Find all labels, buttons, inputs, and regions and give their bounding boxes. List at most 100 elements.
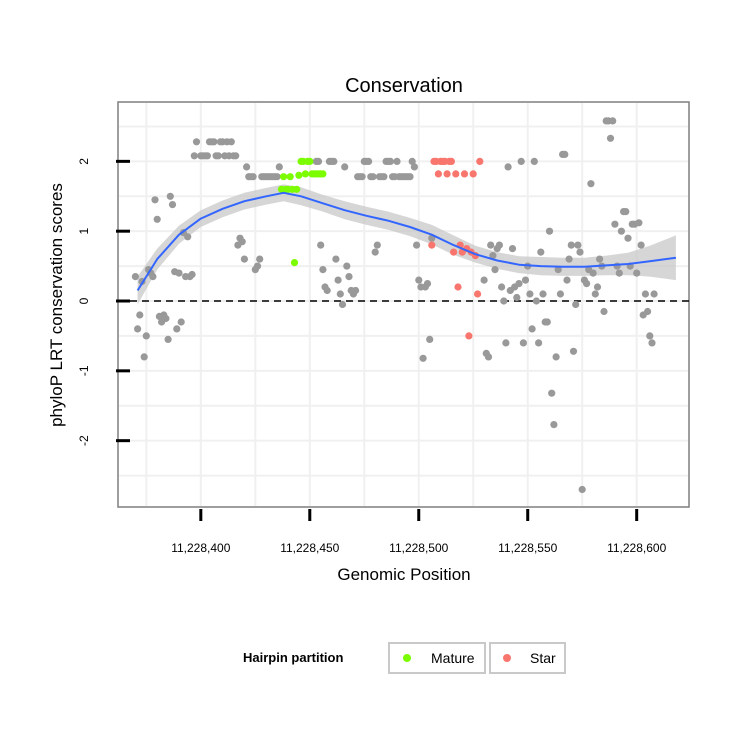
point-other-182 xyxy=(615,269,623,277)
point-other-81 xyxy=(345,273,353,281)
point-other-90 xyxy=(365,157,373,165)
point-other-139 xyxy=(521,276,530,284)
point-other-67 xyxy=(314,157,323,165)
y-tick-label-3: 1 xyxy=(77,228,91,235)
x-tick-label-0: 11,228,400 xyxy=(171,541,230,555)
point-other-160 xyxy=(567,241,575,249)
point-other-64 xyxy=(273,173,281,181)
point-other-77 xyxy=(336,290,344,298)
point-other-56 xyxy=(256,255,264,263)
point-other-152 xyxy=(550,421,558,429)
point-other-92 xyxy=(369,173,377,181)
point-mature-4 xyxy=(286,173,294,181)
point-other-122 xyxy=(484,353,493,361)
plot-panel xyxy=(117,101,690,508)
legend-star-label: Star xyxy=(530,650,556,666)
point-other-69 xyxy=(319,266,327,274)
y-tick-label-4: 2 xyxy=(77,158,91,165)
point-mature-8 xyxy=(295,171,303,179)
point-other-141 xyxy=(526,290,534,298)
point-other-28 xyxy=(192,138,201,146)
point-other-4 xyxy=(140,353,148,361)
point-other-79 xyxy=(341,163,349,171)
point-star-21 xyxy=(474,290,482,298)
point-other-171 xyxy=(591,290,599,298)
point-other-172 xyxy=(593,283,602,291)
point-other-75 xyxy=(332,255,340,263)
point-other-180 xyxy=(611,220,619,228)
x-tick-label-4: 11,228,600 xyxy=(607,541,666,555)
point-other-9 xyxy=(151,196,159,204)
y-axis-title: phyloP LRT conservation scores xyxy=(47,183,66,427)
confidence-band xyxy=(137,184,676,305)
point-other-21 xyxy=(177,318,185,326)
x-axis-title: Genomic Position xyxy=(337,565,470,584)
point-other-124 xyxy=(489,252,497,260)
point-other-133 xyxy=(508,245,517,253)
legend: Hairpin partition Mature Star xyxy=(243,642,566,674)
chart-title: Conservation xyxy=(345,75,463,97)
point-other-37 xyxy=(214,152,222,160)
point-other-27 xyxy=(190,152,198,160)
point-other-185 xyxy=(622,208,630,216)
point-other-115 xyxy=(419,354,427,362)
point-other-15 xyxy=(164,335,172,343)
point-other-0 xyxy=(131,273,139,281)
y-tick-label-1: -1 xyxy=(77,365,91,376)
point-other-138 xyxy=(519,339,528,347)
point-other-128 xyxy=(498,283,506,291)
point-other-87 xyxy=(358,173,366,181)
point-other-129 xyxy=(500,297,508,305)
point-other-68 xyxy=(317,241,325,249)
point-other-8 xyxy=(149,273,157,281)
point-other-157 xyxy=(561,150,569,158)
point-star-11 xyxy=(452,170,460,178)
point-other-197 xyxy=(648,339,656,347)
point-other-142 xyxy=(528,325,536,333)
point-mature-1 xyxy=(280,173,288,181)
point-other-111 xyxy=(410,163,418,171)
point-other-103 xyxy=(393,157,401,165)
point-other-190 xyxy=(633,269,641,277)
point-other-17 xyxy=(168,201,177,209)
point-other-145 xyxy=(535,339,543,347)
point-other-178 xyxy=(606,134,615,142)
point-other-147 xyxy=(539,290,547,298)
point-other-109 xyxy=(406,173,414,181)
point-other-19 xyxy=(173,325,181,333)
point-mature-13 xyxy=(306,157,314,165)
point-other-125 xyxy=(491,266,499,274)
point-other-136 xyxy=(515,280,523,288)
point-mature-7 xyxy=(293,185,301,193)
legend-title: Hairpin partition xyxy=(243,650,343,665)
point-star-12 xyxy=(454,283,462,291)
point-other-20 xyxy=(175,269,183,277)
point-other-192 xyxy=(637,241,645,249)
point-other-76 xyxy=(334,276,342,284)
legend-mature-dot xyxy=(403,654,411,662)
point-mature-6 xyxy=(290,259,299,267)
point-star-10 xyxy=(450,248,458,256)
point-other-118 xyxy=(426,335,434,343)
point-other-175 xyxy=(600,307,608,316)
point-mature-11 xyxy=(301,170,309,178)
point-other-10 xyxy=(153,215,161,223)
point-star-22 xyxy=(476,157,484,165)
y-tick-label-2: 0 xyxy=(77,297,91,304)
point-other-146 xyxy=(537,248,545,256)
point-other-74 xyxy=(330,157,338,165)
y-tick-label-0: -2 xyxy=(77,435,91,446)
point-other-65 xyxy=(275,163,283,171)
point-other-167 xyxy=(583,280,591,288)
point-other-94 xyxy=(373,241,381,249)
point-other-127 xyxy=(495,241,503,249)
point-other-170 xyxy=(589,269,597,277)
point-other-195 xyxy=(644,307,652,316)
point-other-130 xyxy=(502,339,510,347)
point-other-143 xyxy=(530,157,538,165)
point-other-179 xyxy=(609,117,617,125)
point-other-169 xyxy=(587,180,595,188)
point-other-162 xyxy=(572,300,580,309)
point-other-144 xyxy=(532,297,541,305)
